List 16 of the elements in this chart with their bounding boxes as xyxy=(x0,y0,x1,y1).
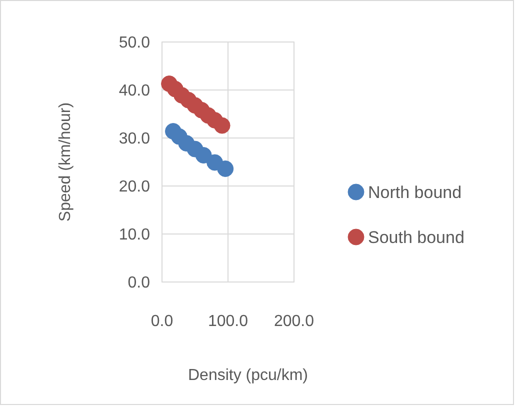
y-tick-label: 40.0 xyxy=(118,82,150,100)
y-tick-label: 50.0 xyxy=(118,34,150,52)
y-tick-label: 0.0 xyxy=(128,274,150,292)
point xyxy=(217,160,234,177)
y-tick-label: 30.0 xyxy=(118,130,150,148)
y-tick-label: 10.0 xyxy=(118,226,150,244)
x-tick-label: 100.0 xyxy=(208,313,248,330)
x-axis-title: Density (pcu/km) xyxy=(188,367,308,384)
y-tick-label: 20.0 xyxy=(118,178,150,196)
y-axis-title: Speed (km/hour) xyxy=(57,102,74,222)
legend-label: North bound xyxy=(368,182,462,202)
point xyxy=(195,147,212,164)
point xyxy=(214,117,230,134)
x-tick-label: 200.0 xyxy=(274,313,314,330)
legend-label: South bound xyxy=(368,228,464,247)
x-tick-label: 0.0 xyxy=(150,313,174,330)
